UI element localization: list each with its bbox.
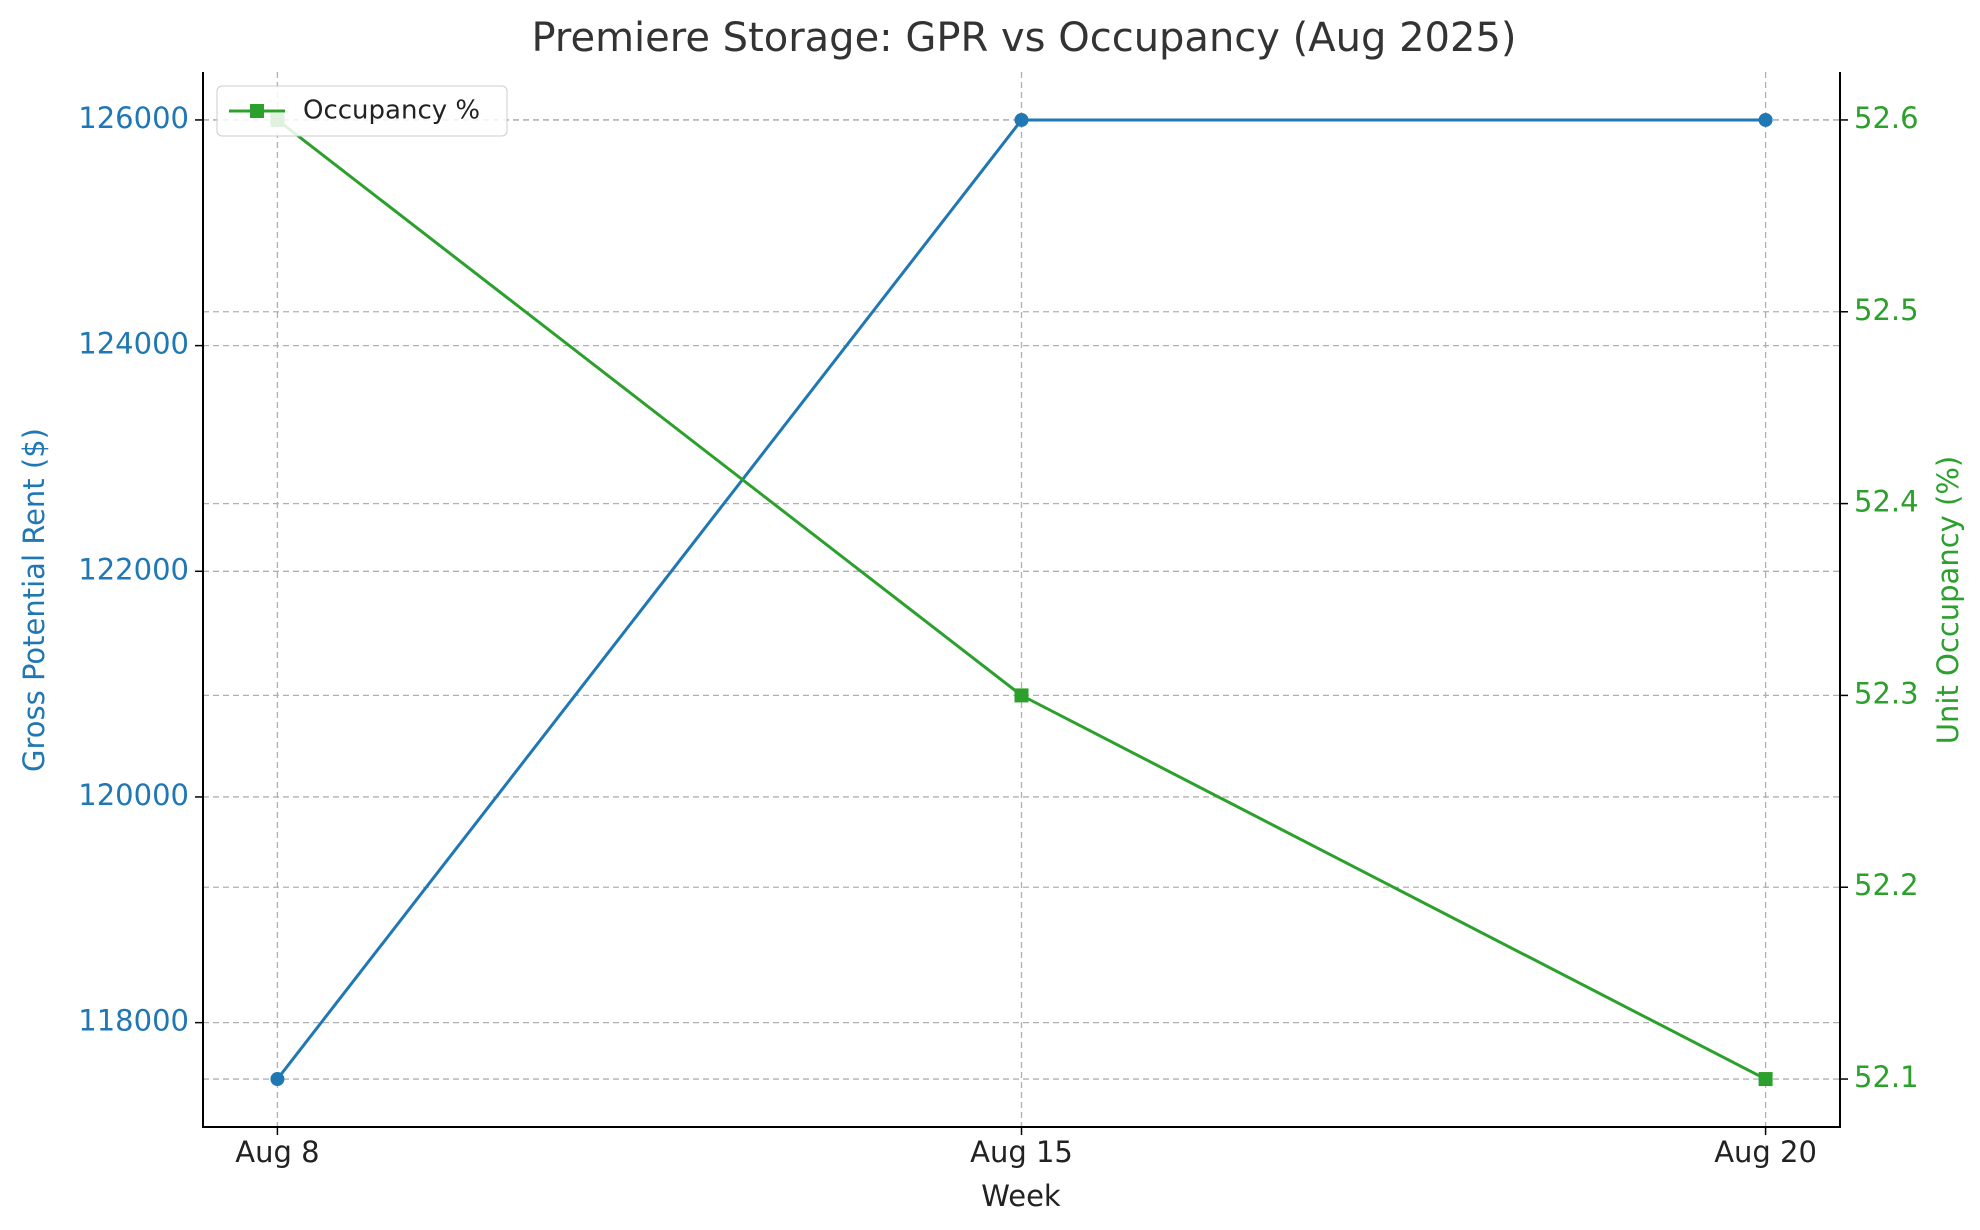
y2-tick-label: 52.2 [1854, 868, 1919, 902]
y-tick-label: 118000 [78, 1004, 189, 1038]
y2-tick-label: 52.5 [1854, 293, 1919, 327]
y2-axis-label: Unit Occupancy (%) [1931, 456, 1965, 744]
marker [1758, 1072, 1773, 1087]
y2-tick-label: 52.1 [1854, 1060, 1919, 1094]
y2-tick-label: 52.3 [1854, 676, 1919, 710]
y-axis-label: Gross Potential Rent ($) [17, 428, 51, 772]
x-tick-label: Aug 8 [235, 1135, 319, 1169]
marker [1014, 688, 1029, 703]
x-tick-label: Aug 20 [1714, 1135, 1817, 1169]
y-tick-label: 126000 [78, 101, 189, 135]
x-tick-label: Aug 15 [970, 1135, 1073, 1169]
marker [270, 1072, 285, 1087]
y-tick-label: 122000 [78, 552, 189, 586]
y-tick-label: 120000 [78, 778, 189, 812]
marker [1758, 112, 1773, 127]
legend-box [216, 85, 508, 137]
legend-label: Occupancy % [303, 96, 480, 126]
chart-title: Premiere Storage: GPR vs Occupancy (Aug … [532, 15, 1517, 61]
axes-frame [202, 72, 1841, 1128]
y-tick-label: 124000 [78, 327, 189, 361]
y2-tick-label: 52.4 [1854, 485, 1919, 519]
x-axis-label: Week [981, 1179, 1061, 1213]
y2-tick-label: 52.6 [1854, 101, 1919, 135]
marker [1014, 112, 1029, 127]
legend-marker [250, 104, 264, 118]
